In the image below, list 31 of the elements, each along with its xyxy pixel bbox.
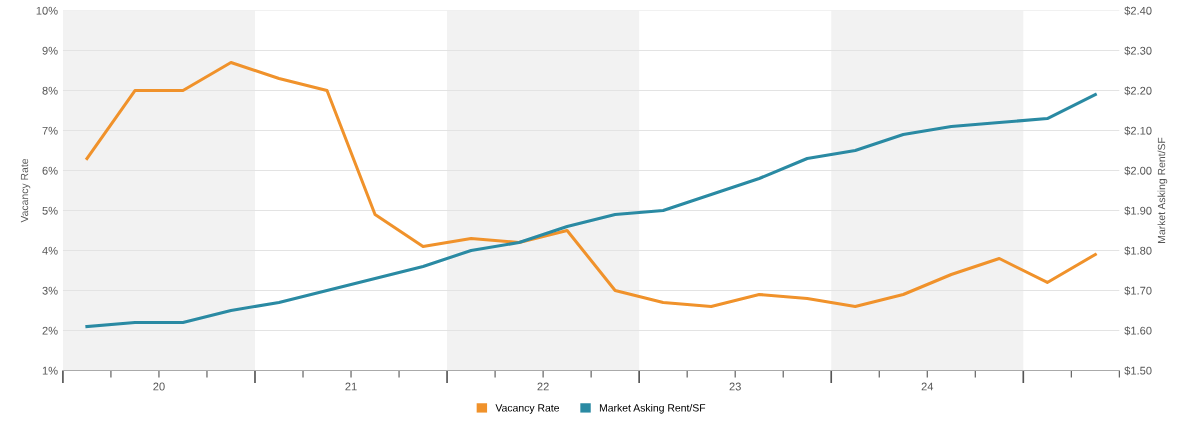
x-tick-label: 23	[729, 382, 741, 391]
legend-label: Market Asking Rent/SF	[599, 403, 706, 414]
x-tick-label: 22	[537, 382, 549, 391]
y2-tick-label: $1.90	[1124, 206, 1152, 216]
y-axis-title: Vacancy Rate	[20, 158, 31, 223]
y-tick-label: 3%	[42, 286, 58, 295]
y2-tick-label: $2.40	[1124, 6, 1152, 16]
y2-tick-label: $1.60	[1124, 326, 1152, 336]
line-series	[85, 60, 1097, 309]
y-tick-label: 9%	[42, 46, 58, 55]
y-tick-label: 2%	[42, 326, 58, 335]
y-tick-label: 5%	[42, 206, 58, 215]
x-tick-label: 24	[921, 382, 934, 391]
y2-axis-title: Market Asking Rent/SF	[1157, 137, 1168, 243]
y2-tick-label: $2.20	[1124, 86, 1152, 96]
y2-tick-label: $2.00	[1124, 166, 1152, 176]
line-series	[85, 92, 1097, 329]
legend-label: Vacancy Rate	[495, 404, 560, 414]
y-tick-label: 1%	[42, 366, 58, 375]
x-tick-label: 21	[345, 382, 357, 391]
y2-tick-label: $1.80	[1124, 246, 1152, 256]
y2-tick-label: $1.70	[1124, 286, 1152, 296]
y2-tick-label: $1.50	[1124, 366, 1152, 376]
y-tick-label: 8%	[42, 86, 58, 95]
y-tick-label: 4%	[42, 246, 58, 255]
y-tick-label: 7%	[42, 126, 58, 135]
y2-tick-label: $2.30	[1124, 46, 1152, 56]
y-tick-label: 6%	[42, 166, 58, 175]
y-tick-label: 10%	[36, 6, 58, 15]
x-tick-label: 20	[153, 382, 165, 391]
y2-tick-label: $2.10	[1124, 126, 1152, 136]
